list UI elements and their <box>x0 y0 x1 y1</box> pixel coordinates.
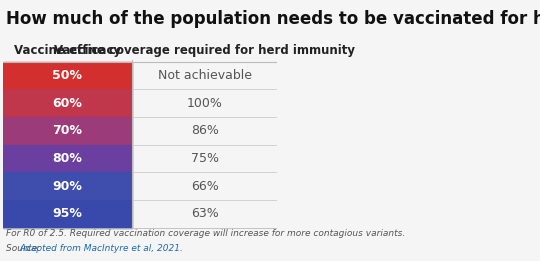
Text: How much of the population needs to be vaccinated for herd immunity?: How much of the population needs to be v… <box>5 10 540 28</box>
Text: 86%: 86% <box>191 124 219 137</box>
Text: Source:: Source: <box>5 244 43 253</box>
Text: Adapted from MacIntyre et al, 2021.: Adapted from MacIntyre et al, 2021. <box>20 244 184 253</box>
Text: Vaccine coverage required for herd immunity: Vaccine coverage required for herd immun… <box>54 44 355 57</box>
Text: 90%: 90% <box>52 180 82 193</box>
Bar <box>3 117 132 145</box>
Text: Vaccine efficacy: Vaccine efficacy <box>14 44 121 57</box>
Text: 70%: 70% <box>52 124 82 137</box>
Text: 60%: 60% <box>52 97 82 110</box>
Bar <box>3 200 132 228</box>
Bar <box>3 89 132 117</box>
Text: 63%: 63% <box>191 207 219 220</box>
Bar <box>3 62 132 89</box>
Bar <box>3 172 132 200</box>
Text: 75%: 75% <box>191 152 219 165</box>
Text: 95%: 95% <box>52 207 82 220</box>
Text: 50%: 50% <box>52 69 82 82</box>
Text: Not achievable: Not achievable <box>158 69 252 82</box>
Text: 100%: 100% <box>187 97 222 110</box>
Text: For R0 of 2.5. Required vaccination coverage will increase for more contagious v: For R0 of 2.5. Required vaccination cove… <box>5 229 405 238</box>
Text: 66%: 66% <box>191 180 219 193</box>
Text: 80%: 80% <box>52 152 82 165</box>
Bar <box>3 145 132 172</box>
